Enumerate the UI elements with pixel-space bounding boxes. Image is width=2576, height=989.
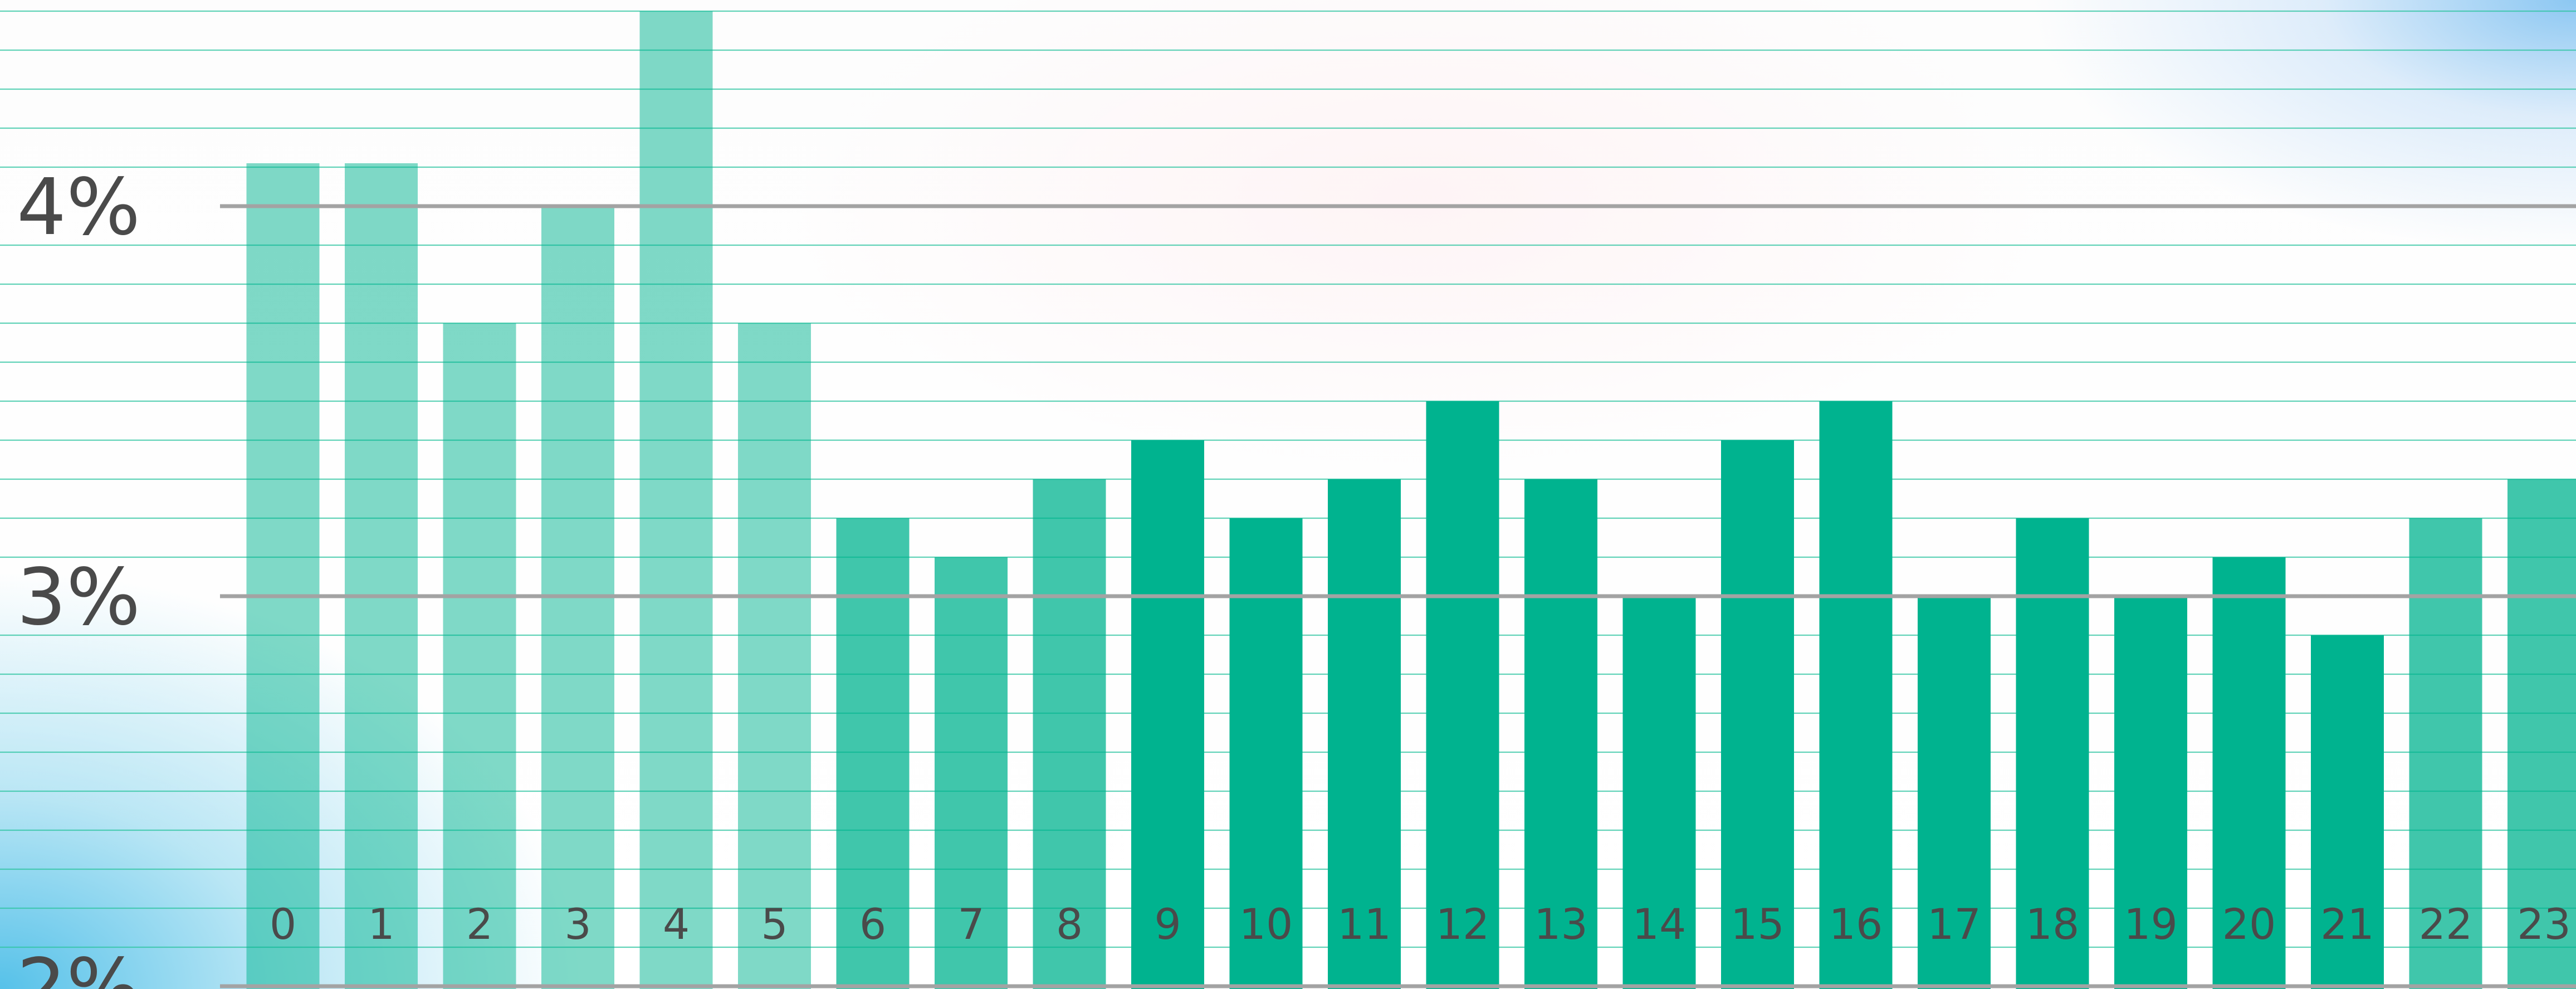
bar-16	[1819, 401, 1893, 989]
bar-9	[1131, 440, 1204, 989]
bar-0	[246, 163, 320, 989]
x-tick-label: 18	[2026, 899, 2080, 949]
x-tick-label: 4	[663, 899, 690, 949]
bar-23	[2507, 479, 2576, 989]
x-tick-label: 3	[564, 899, 591, 949]
x-tick-label: 12	[1436, 899, 1490, 949]
x-tick-label: 11	[1337, 899, 1391, 949]
x-tick-label: 9	[1154, 899, 1181, 949]
x-tick-label: 8	[1056, 899, 1083, 949]
x-axis-category-labels: 0 1 2 3 4 5 6 7 8 9 10 11 12 13 14 15 16 17 18 19 20 21 22 23	[270, 899, 2571, 949]
x-tick-label: 23	[2517, 899, 2571, 949]
bar-5	[738, 323, 811, 989]
x-tick-label: 2	[466, 899, 493, 949]
x-tick-label: 20	[2222, 899, 2276, 949]
bar-15	[1721, 440, 1794, 989]
bars	[246, 11, 2576, 989]
x-tick-label: 14	[1632, 899, 1687, 949]
bar-2	[443, 323, 516, 989]
bar-14	[1622, 596, 1696, 989]
bar-13	[1524, 479, 1597, 989]
bar-8	[1033, 479, 1106, 989]
x-tick-label: 10	[1239, 899, 1293, 949]
bar-7	[935, 557, 1008, 989]
x-tick-label: 13	[1534, 899, 1588, 949]
x-tick-label: 0	[270, 899, 296, 949]
x-tick-label: 1	[368, 899, 394, 949]
y-tick-label: 3%	[17, 552, 140, 643]
x-tick-label: 6	[859, 899, 886, 949]
bar-17	[1918, 596, 1991, 989]
bar-1	[345, 163, 418, 989]
x-tick-label: 5	[761, 899, 788, 949]
bar-19	[2114, 596, 2187, 989]
y-tick-label: 4%	[17, 162, 140, 253]
y-axis-tick-labels: 2% 3% 4%	[17, 162, 140, 989]
y-tick-label: 2%	[17, 942, 140, 989]
x-tick-label: 22	[2419, 899, 2473, 949]
bar-21	[2311, 635, 2384, 989]
bar-12	[1426, 401, 1499, 989]
bar-4	[639, 11, 713, 989]
bar-11	[1328, 479, 1401, 989]
major-gridlines	[220, 204, 2576, 988]
x-tick-label: 17	[1927, 899, 1981, 949]
x-tick-label: 21	[2320, 899, 2374, 949]
x-tick-label: 7	[957, 899, 984, 949]
x-tick-label: 16	[1829, 899, 1883, 949]
bar-20	[2212, 557, 2286, 989]
x-tick-label: 15	[1731, 899, 1785, 949]
x-tick-label: 19	[2124, 899, 2178, 949]
